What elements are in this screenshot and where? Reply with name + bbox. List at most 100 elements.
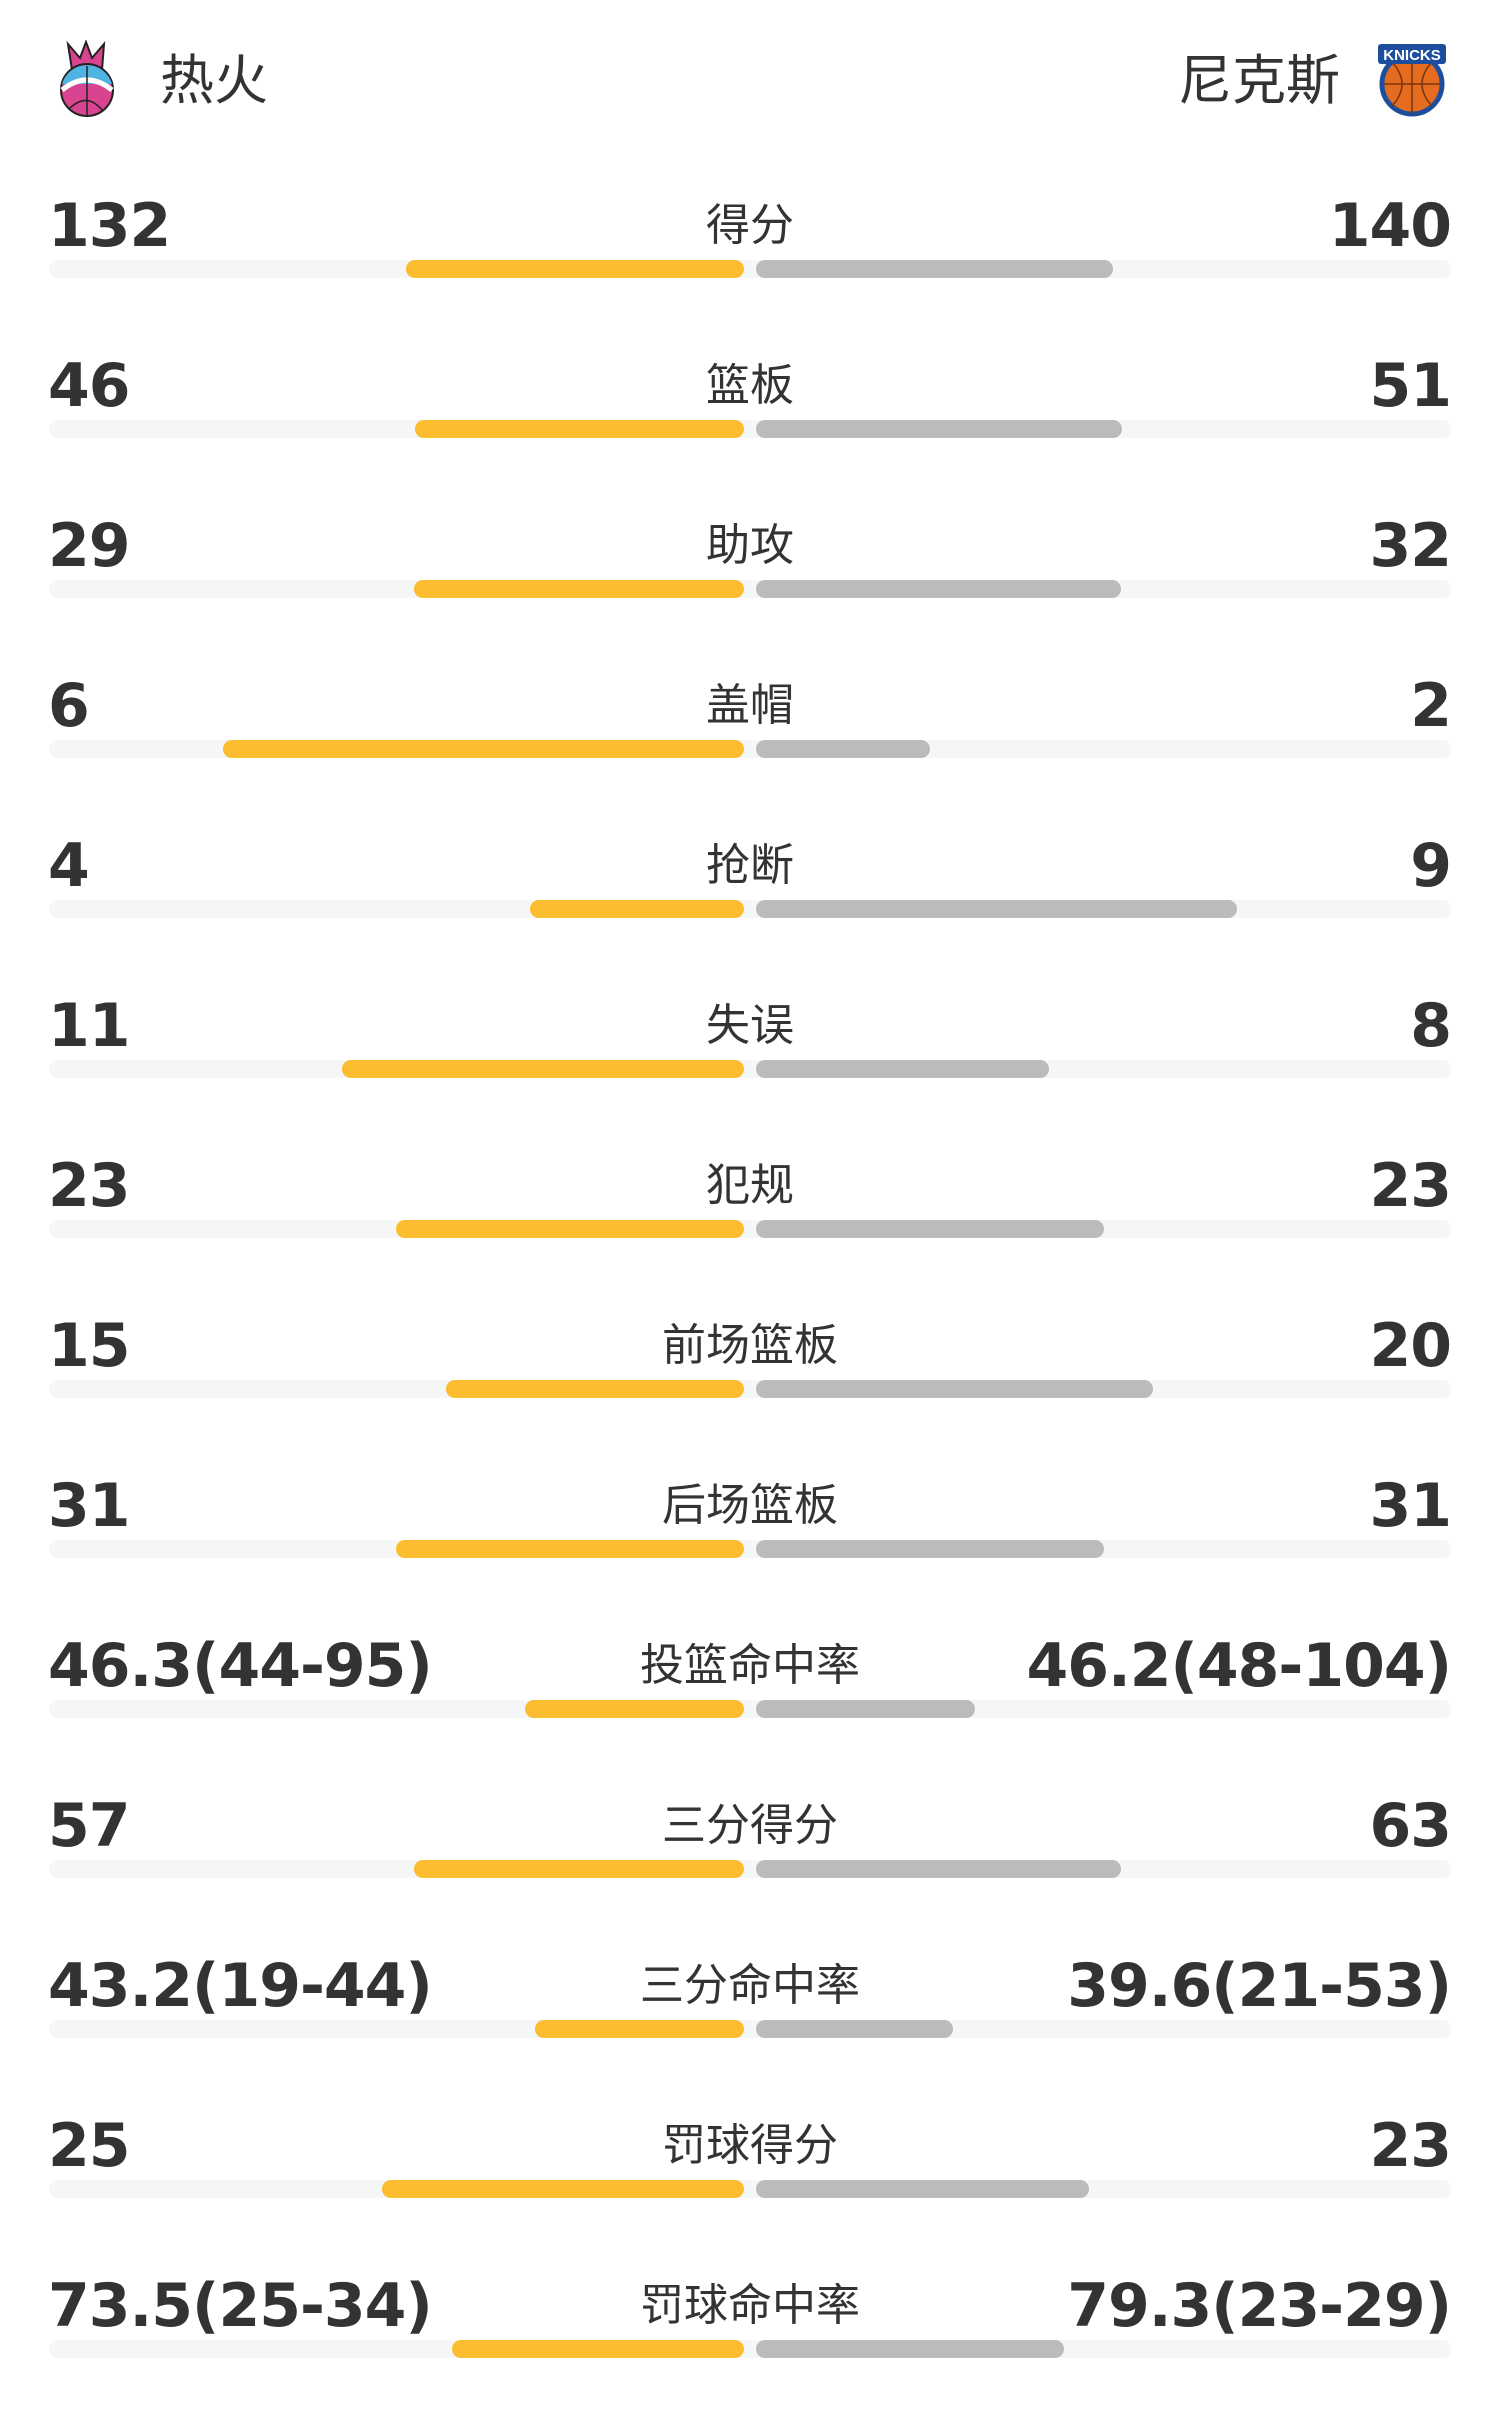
home-stat-value: 15 (48, 1311, 130, 1381)
home-stat-value: 31 (48, 1471, 130, 1541)
stat-label: 盖帽 (706, 680, 794, 731)
home-stat-value: 57 (48, 1791, 130, 1861)
stat-label: 犯规 (706, 1160, 794, 1211)
stat-bar-track (49, 1860, 1451, 1878)
home-stat-bar (535, 2020, 744, 2038)
home-stat-value: 46 (48, 351, 130, 421)
away-stat-value: 46.2(48-104) (1026, 1631, 1452, 1701)
stat-bar-track (49, 1540, 1451, 1558)
stat-label: 前场篮板 (662, 1320, 838, 1371)
away-stat-bar (756, 580, 1121, 598)
stat-bar-track (49, 580, 1451, 598)
away-stat-value: 32 (1369, 511, 1452, 581)
home-stat-value: 6 (48, 671, 90, 741)
away-stat-bar (756, 2020, 953, 2038)
home-stat-bar (414, 580, 744, 598)
stat-row: 29 助攻 32 (0, 506, 1500, 666)
away-stat-value: 23 (1369, 2111, 1452, 2181)
away-stat-value: 140 (1328, 191, 1452, 261)
away-stat-bar (756, 260, 1113, 278)
stat-bar-track (49, 260, 1451, 278)
stat-row: 23 犯规 23 (0, 1146, 1500, 1306)
home-stat-bar (525, 1700, 744, 1718)
away-stat-bar (756, 1220, 1104, 1238)
stat-label: 投篮命中率 (640, 1640, 860, 1691)
stat-label: 后场篮板 (662, 1480, 838, 1531)
knicks-logo-icon[interactable]: KNICKS (1374, 40, 1450, 120)
home-stat-bar (396, 1540, 744, 1558)
stat-row: 57 三分得分 63 (0, 1786, 1500, 1946)
home-stat-bar (342, 1060, 744, 1078)
stat-row: 25 罚球得分 23 (0, 2106, 1500, 2266)
away-stat-value: 2 (1410, 671, 1452, 741)
stat-label: 抢断 (706, 840, 794, 891)
home-stat-value: 4 (48, 831, 90, 901)
home-stat-value: 43.2(19-44) (48, 1951, 433, 2021)
away-stat-bar (756, 2340, 1064, 2358)
away-stat-bar (756, 1380, 1153, 1398)
away-stat-value: 79.3(23-29) (1067, 2271, 1452, 2341)
away-stat-bar (756, 420, 1122, 438)
home-stat-value: 25 (48, 2111, 130, 2181)
stat-bar-track (49, 2020, 1451, 2038)
stat-label: 罚球得分 (662, 2120, 838, 2171)
home-stat-value: 29 (48, 511, 130, 581)
away-stat-bar (756, 1540, 1104, 1558)
stat-bar-track (49, 1220, 1451, 1238)
stat-label: 篮板 (706, 360, 794, 411)
home-stat-value: 73.5(25-34) (48, 2271, 433, 2341)
away-stat-value: 39.6(21-53) (1067, 1951, 1452, 2021)
home-stat-bar (446, 1380, 744, 1398)
stat-bar-track (49, 2180, 1451, 2198)
home-stat-bar (396, 1220, 744, 1238)
stat-row: 4 抢断 9 (0, 826, 1500, 986)
home-stat-bar (223, 740, 744, 758)
away-stat-value: 31 (1369, 1471, 1452, 1541)
stat-row: 46 篮板 51 (0, 346, 1500, 506)
home-stat-bar (530, 900, 744, 918)
stat-bar-track (49, 1380, 1451, 1398)
stat-row: 11 失误 8 (0, 986, 1500, 1146)
stat-row: 73.5(25-34) 罚球命中率 79.3(23-29) (0, 2266, 1500, 2426)
stat-row: 6 盖帽 2 (0, 666, 1500, 826)
away-stat-value: 23 (1369, 1151, 1452, 1221)
stat-label: 罚球命中率 (640, 2280, 860, 2331)
away-stat-bar (756, 900, 1237, 918)
home-stat-bar (382, 2180, 744, 2198)
stat-label: 得分 (706, 200, 794, 251)
home-stat-value: 23 (48, 1151, 130, 1221)
home-stat-bar (452, 2340, 744, 2358)
home-stat-value: 132 (48, 191, 171, 261)
away-stat-value: 20 (1369, 1311, 1452, 1381)
away-stat-value: 9 (1410, 831, 1452, 901)
away-team-name: 尼克斯 (1178, 49, 1340, 112)
away-stat-bar (756, 1060, 1049, 1078)
stat-bar-track (49, 420, 1451, 438)
home-stat-bar (414, 1860, 744, 1878)
home-stat-value: 46.3(44-95) (48, 1631, 433, 1701)
away-stat-bar (756, 740, 930, 758)
stat-label: 助攻 (706, 520, 794, 571)
home-stat-bar (415, 420, 744, 438)
miami-heat-logo-icon[interactable] (50, 39, 126, 120)
knicks-logo-text: KNICKS (1383, 47, 1441, 64)
stat-row: 31 后场篮板 31 (0, 1466, 1500, 1626)
stat-bar-track (49, 1700, 1451, 1718)
away-stat-bar (756, 1860, 1121, 1878)
home-stat-value: 11 (48, 991, 130, 1061)
home-stat-bar (406, 260, 744, 278)
away-stat-value: 63 (1369, 1791, 1452, 1861)
stat-bar-track (49, 900, 1451, 918)
away-stat-value: 8 (1410, 991, 1452, 1061)
home-team-name: 热火 (160, 49, 268, 112)
stat-label: 三分得分 (662, 1800, 838, 1851)
team-header: 热火 尼克斯 KNICKS (0, 0, 1500, 160)
stat-bar-track (49, 1060, 1451, 1078)
away-stat-bar (756, 1700, 975, 1718)
stat-bar-track (49, 2340, 1451, 2358)
stat-row: 43.2(19-44) 三分命中率 39.6(21-53) (0, 1946, 1500, 2106)
stat-row: 132 得分 140 (0, 186, 1500, 346)
away-stat-bar (756, 2180, 1089, 2198)
stat-row: 46.3(44-95) 投篮命中率 46.2(48-104) (0, 1626, 1500, 1786)
stat-row: 15 前场篮板 20 (0, 1306, 1500, 1466)
